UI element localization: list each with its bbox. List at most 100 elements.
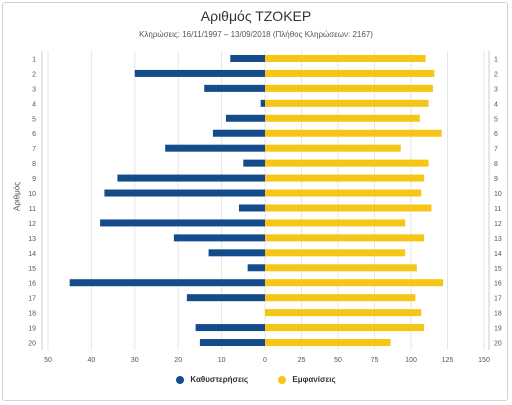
category-label-left-3: 3 (32, 86, 36, 93)
category-label-right-13: 13 (494, 236, 502, 243)
category-label-left-13: 13 (28, 236, 36, 243)
bar-appearances-12 (265, 219, 406, 227)
legend-item-appearances[interactable]: Εμφανίσεις (278, 375, 336, 384)
x-tick-left-4: 10 (218, 357, 226, 364)
bar-appearances-5 (265, 114, 420, 122)
category-label-left-10: 10 (28, 191, 36, 198)
bar-delays-15 (247, 264, 265, 272)
bar-delays-5 (225, 114, 265, 122)
x-tick-right-0: 25 (298, 357, 306, 364)
x-tick-right-3: 100 (405, 357, 417, 364)
bar-delays-1 (230, 54, 265, 62)
x-tick-right-1: 50 (334, 357, 342, 364)
x-tick-right-4: 125 (442, 357, 454, 364)
category-label-left-19: 19 (28, 326, 36, 333)
chart-subtitle: Κληρώσεις: 16/11/1997 – 13/09/2018 (Πλήθ… (139, 30, 373, 39)
x-tick-left-1: 40 (88, 357, 96, 364)
legend-swatch-delays (176, 375, 185, 384)
category-label-right-20: 20 (494, 341, 502, 348)
chart-frame (2, 2, 508, 401)
bar-appearances-18 (265, 309, 422, 317)
bar-appearances-14 (265, 249, 406, 257)
bar-delays-3 (204, 84, 265, 92)
category-label-right-17: 17 (494, 296, 502, 303)
category-label-right-12: 12 (494, 221, 502, 228)
chart-title: Αριθμός ΤΖΟΚΕΡ (200, 8, 312, 24)
category-label-left-17: 17 (28, 296, 36, 303)
bar-delays-6 (212, 129, 265, 137)
x-tick-left-2: 30 (131, 357, 139, 364)
category-label-right-5: 5 (494, 116, 498, 123)
category-label-left-20: 20 (28, 341, 36, 348)
bar-appearances-3 (265, 84, 433, 92)
legend: Καθυστερήσεις Εμφανίσεις (0, 375, 512, 386)
bar-delays-14 (208, 249, 265, 257)
bar-appearances-7 (265, 144, 401, 152)
category-label-right-6: 6 (494, 131, 498, 138)
category-label-right-16: 16 (494, 281, 502, 288)
category-label-left-2: 2 (32, 71, 36, 78)
category-label-left-15: 15 (28, 266, 36, 273)
bar-appearances-10 (265, 189, 422, 197)
legend-label-delays: Καθυστερήσεις (190, 375, 249, 384)
bar-appearances-13 (265, 234, 425, 242)
bar-appearances-19 (265, 324, 425, 332)
bar-appearances-4 (265, 99, 429, 107)
x-tick-right-5: 150 (478, 357, 490, 364)
category-label-left-11: 11 (29, 206, 36, 213)
bar-delays-17 (186, 294, 265, 302)
category-label-left-9: 9 (32, 176, 36, 183)
bar-delays-7 (165, 144, 265, 152)
bar-delays-8 (243, 159, 265, 167)
category-label-left-7: 7 (32, 146, 36, 153)
category-label-left-6: 6 (32, 131, 36, 138)
legend-item-delays[interactable]: Καθυστερήσεις (176, 375, 248, 384)
category-label-right-19: 19 (494, 326, 502, 333)
x-tick-left-0: 50 (44, 357, 52, 364)
bar-appearances-9 (265, 174, 425, 182)
bar-appearances-20 (265, 339, 391, 347)
bar-appearances-1 (265, 54, 426, 62)
bar-delays-20 (199, 339, 265, 347)
category-label-right-2: 2 (494, 71, 498, 78)
x-tick-left-5: 0 (263, 357, 267, 364)
bar-appearances-15 (265, 264, 417, 272)
bar-delays-11 (238, 204, 265, 212)
category-label-right-3: 3 (494, 86, 498, 93)
x-tick-right-2: 75 (371, 357, 379, 364)
category-label-left-12: 12 (28, 221, 36, 228)
category-label-left-1: 1 (32, 56, 36, 63)
category-label-right-15: 15 (494, 266, 502, 273)
bar-delays-13 (173, 234, 265, 242)
bar-appearances-17 (265, 294, 416, 302)
category-label-left-8: 8 (32, 161, 36, 168)
category-label-left-18: 18 (28, 311, 36, 318)
bar-delays-19 (195, 324, 265, 332)
x-tick-left-3: 20 (174, 357, 182, 364)
bar-delays-10 (104, 189, 265, 197)
category-label-left-4: 4 (32, 101, 36, 108)
bar-appearances-6 (265, 129, 442, 137)
category-label-left-14: 14 (28, 251, 36, 258)
legend-label-appearances: Εμφανίσεις (292, 375, 336, 384)
category-label-right-4: 4 (494, 101, 498, 108)
category-label-right-9: 9 (494, 176, 498, 183)
category-label-left-5: 5 (32, 116, 36, 123)
category-label-right-1: 1 (494, 56, 498, 63)
legend-swatch-appearances (278, 375, 287, 384)
category-label-left-16: 16 (28, 281, 36, 288)
category-label-right-18: 18 (494, 311, 502, 318)
bar-delays-4 (260, 99, 265, 107)
category-label-right-10: 10 (494, 191, 502, 198)
bar-appearances-8 (265, 159, 429, 167)
bar-delays-12 (100, 219, 265, 227)
category-label-right-8: 8 (494, 161, 498, 168)
category-label-right-7: 7 (494, 146, 498, 153)
bar-delays-2 (134, 69, 265, 77)
bar-appearances-11 (265, 204, 432, 212)
bar-delays-16 (69, 279, 265, 287)
category-label-right-11: 11 (494, 206, 501, 213)
bar-appearances-16 (265, 279, 444, 287)
bar-appearances-2 (265, 69, 435, 77)
